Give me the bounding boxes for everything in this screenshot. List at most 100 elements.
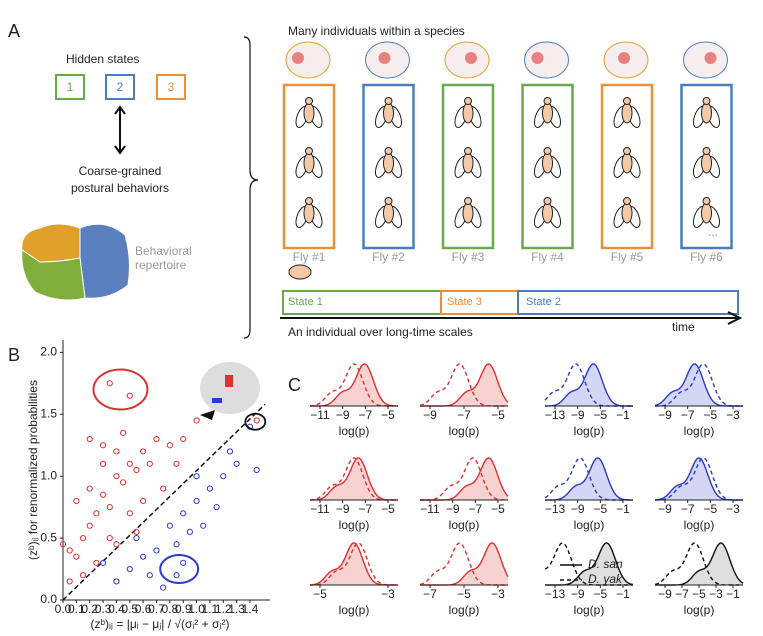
point — [146, 460, 153, 467]
time-label: time — [672, 320, 695, 334]
point — [99, 442, 107, 449]
y-tick-label: 0.5 — [40, 530, 57, 544]
point — [193, 497, 200, 505]
fly-body — [462, 202, 474, 224]
hidden-states-title: Hidden states — [66, 52, 139, 66]
point — [93, 510, 100, 517]
tick-label: −13 — [545, 502, 566, 516]
tick-label: −3 — [381, 587, 395, 601]
fly-head — [305, 97, 313, 105]
fly-body — [383, 202, 394, 224]
point — [113, 473, 120, 480]
fly-box — [521, 83, 574, 250]
point — [226, 448, 234, 455]
point — [113, 578, 120, 585]
point — [160, 584, 167, 591]
point — [73, 497, 80, 505]
panel-label: C — [288, 375, 301, 395]
legend-label: D. yak — [588, 572, 623, 586]
x-axis-label: log(p) — [449, 424, 480, 438]
legend-label: D. san — [588, 557, 623, 571]
fly-body — [542, 202, 553, 224]
tick-label: −11 — [310, 408, 330, 422]
fly-label: Fly #4 — [531, 250, 564, 264]
density-dashed — [419, 363, 508, 407]
ellipsis: ... — [708, 225, 718, 239]
point — [166, 442, 173, 449]
x-tick-label: 1.0 — [188, 602, 205, 616]
point — [119, 429, 127, 436]
fly-head — [305, 197, 313, 205]
tick-label: −9 — [336, 408, 350, 422]
tick-label: −5 — [381, 502, 395, 516]
x-tick-label: 0.3 — [95, 602, 112, 616]
point — [66, 578, 73, 585]
fly-body — [621, 152, 633, 174]
y-tick-label: 0.0 — [40, 592, 57, 606]
point — [66, 547, 73, 554]
x-axis-label: log(p) — [574, 424, 605, 438]
density-solid — [545, 363, 633, 407]
tick-label: −3 — [726, 502, 740, 516]
scatter-plot: 0.00.10.20.30.40.50.60.70.80.91.01.11.21… — [40, 340, 270, 616]
tick-label: −7 — [358, 408, 372, 422]
point — [166, 522, 173, 529]
point — [86, 435, 93, 443]
fly-label: Fly #1 — [293, 250, 326, 264]
point — [180, 559, 187, 566]
density-dashed — [310, 542, 398, 586]
tick-label: −9 — [423, 408, 437, 422]
fly-label: Fly #6 — [690, 250, 723, 264]
point — [133, 528, 140, 536]
point — [180, 435, 187, 443]
double-arrow — [114, 105, 126, 155]
heatmap-spot — [704, 52, 717, 64]
density-dashed — [309, 457, 398, 501]
fly-body — [542, 152, 553, 174]
tick-label: −5 — [593, 587, 607, 601]
point — [186, 528, 193, 536]
fly-head — [384, 197, 393, 205]
y-axis-label: (zᵇ)ᵢⱼ for renormalized probabilities — [26, 380, 40, 560]
fly-head — [702, 147, 711, 155]
fly-body — [701, 202, 712, 224]
tick-label: −5 — [703, 502, 717, 516]
density-solid — [310, 363, 399, 407]
fly-label: Fly #5 — [611, 250, 644, 264]
tick-label: −1 — [616, 502, 630, 516]
state-number: 3 — [168, 80, 175, 94]
point — [79, 572, 87, 579]
density-solid — [310, 457, 398, 501]
density-fill — [420, 363, 508, 406]
point — [106, 534, 113, 542]
point — [213, 504, 220, 511]
density-fill — [545, 542, 633, 585]
x-axis-label: log(p) — [339, 518, 370, 532]
state-box — [55, 74, 85, 100]
point — [173, 541, 180, 548]
tick-label: −9 — [336, 502, 350, 516]
tick-label: −13 — [545, 408, 566, 422]
tick-label: −9 — [571, 408, 585, 422]
timeline — [282, 264, 739, 315]
fly-box — [680, 83, 733, 250]
inset-mark — [212, 398, 222, 403]
tick-label: −9 — [571, 502, 585, 516]
tick-label: −7 — [423, 587, 437, 601]
tick-label: −1 — [616, 408, 630, 422]
point — [79, 534, 87, 542]
tick-label: −9 — [658, 408, 672, 422]
point — [86, 522, 93, 529]
x-axis-label: log(p) — [449, 603, 480, 617]
fly-label: Fly #2 — [372, 250, 405, 264]
point — [133, 534, 140, 542]
fly-head — [702, 97, 711, 105]
state-number: 2 — [117, 80, 124, 94]
point — [113, 541, 120, 548]
x-tick-label: 0.4 — [108, 602, 125, 616]
tick-label: −1 — [616, 587, 630, 601]
tick-label: −13 — [545, 587, 566, 601]
tick-label: −3 — [491, 587, 505, 601]
x-tick-label: 0.1 — [68, 602, 85, 616]
fly-head — [702, 197, 711, 205]
